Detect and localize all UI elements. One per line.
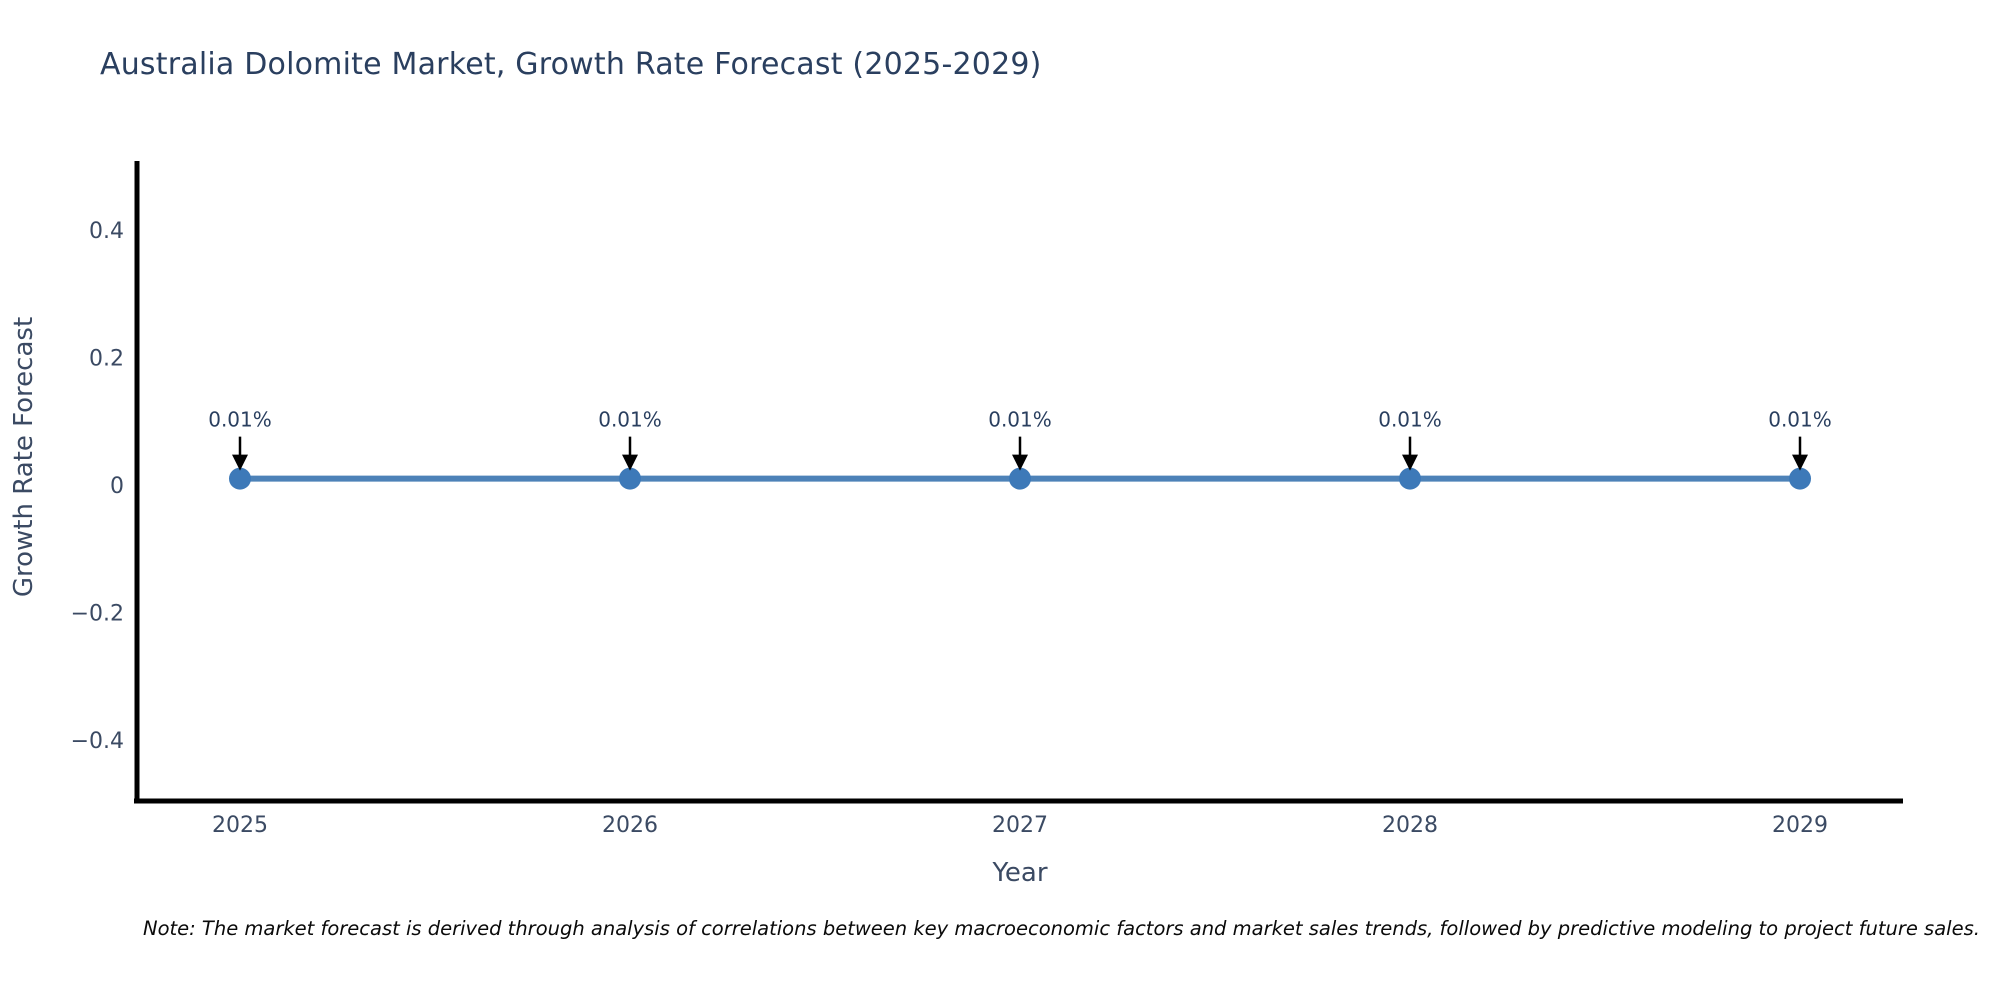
x-tick-label: 2028 — [1382, 813, 1438, 838]
data-point-marker — [1399, 467, 1421, 490]
chart-title: Australia Dolomite Market, Growth Rate F… — [100, 47, 1042, 82]
data-point-marker — [1789, 467, 1811, 490]
annotation-label: 0.01% — [988, 408, 1052, 432]
x-axis-title: Year — [992, 858, 1048, 888]
x-tick-label: 2026 — [602, 813, 658, 838]
x-tick-label: 2029 — [1772, 813, 1828, 838]
data-point-marker — [1009, 467, 1031, 490]
data-point-marker — [619, 467, 641, 490]
x-tick-label: 2027 — [992, 813, 1048, 838]
data-point-marker — [229, 467, 251, 490]
annotation-arrowhead — [622, 454, 638, 471]
annotation-arrowhead — [1402, 454, 1418, 471]
annotation-arrowhead — [1792, 454, 1808, 471]
y-tick-label: 0 — [110, 474, 124, 499]
footnote: Note: The market forecast is derived thr… — [143, 917, 1980, 940]
y-tick-label: −0.2 — [71, 601, 124, 626]
y-tick-label: −0.4 — [71, 729, 124, 754]
annotation-label: 0.01% — [1768, 408, 1832, 432]
annotation-arrowhead — [232, 454, 248, 471]
x-tick-label: 2025 — [212, 813, 268, 838]
annotation-arrowhead — [1012, 454, 1028, 471]
annotation-label: 0.01% — [598, 408, 662, 432]
y-tick-label: 0.2 — [89, 347, 124, 372]
annotation-label: 0.01% — [208, 408, 272, 432]
y-tick-label: 0.4 — [89, 219, 124, 244]
annotation-label: 0.01% — [1378, 408, 1442, 432]
